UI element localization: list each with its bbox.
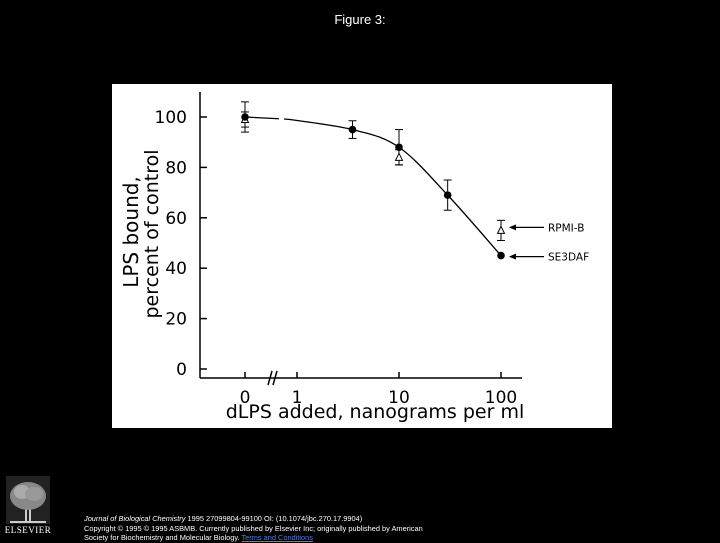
y-tick-label: 0 — [176, 360, 187, 380]
data-point-se3daf — [241, 113, 249, 121]
x-tick-label: 100 — [485, 388, 517, 408]
chart-panel: 0 20 40 60 80 100 0 1 10 100 dLPS added, nanograms… — [112, 84, 612, 428]
data-point-rpmi — [394, 152, 404, 161]
citation-line-3: Society for Biochemistry and Molecular B… — [84, 533, 684, 543]
series-label-se3daf: SE3DAF — [548, 252, 589, 264]
y-tick-label: 100 — [155, 108, 187, 128]
x-tick-label: 1 — [292, 388, 303, 408]
data-point-rpmi — [496, 225, 506, 234]
elsevier-logo-text: ELSEVIER — [4, 525, 52, 535]
series-curve-se3daf — [289, 118, 502, 257]
x-tick-label: 0 — [240, 388, 251, 408]
y-axis-label-line2: percent of control — [141, 149, 163, 318]
elsevier-tree-logo — [6, 476, 50, 524]
series-label-rpmi: RPMI-B — [548, 222, 584, 234]
data-point-se3daf — [395, 143, 403, 152]
citation-block: Journal of Biological Chemistry 1995 270… — [84, 514, 684, 543]
x-tick-label: 10 — [388, 388, 410, 408]
x-axis-break-mark — [267, 370, 273, 386]
copyright-line: Copyright © 1995 © 1995 ASBMB. Currently… — [84, 523, 423, 533]
series-line-segment — [283, 118, 291, 121]
arrow-head-se3daf — [509, 253, 516, 260]
y-tick-label: 80 — [165, 158, 187, 178]
citation-ref: 1995 27099804-99100 OI: (10.1074/jbc.270… — [185, 514, 363, 523]
journal-name: Journal of Biological Chemistry — [84, 514, 186, 523]
series-line-segment — [244, 116, 280, 120]
x-axis-label: dLPS added, nanograms per ml — [226, 401, 525, 423]
data-point-se3daf — [348, 125, 357, 134]
y-tick-label: 20 — [165, 310, 187, 330]
y-tick-label: 60 — [165, 209, 187, 229]
y-tick-label: 40 — [165, 259, 187, 279]
terms-link[interactable]: Terms and Conditions — [241, 533, 313, 542]
data-point-se3daf — [497, 251, 505, 260]
citation-line-1: Journal of Biological Chemistry 1995 270… — [84, 514, 684, 524]
society-text: Society for Biochemistry and Molecular B… — [84, 533, 240, 542]
figure-title: Figure 3: — [334, 12, 386, 27]
x-axis-break-mark — [272, 370, 278, 386]
data-point-se3daf — [443, 191, 452, 199]
y-axis-label-line1: LPS bound, — [119, 176, 143, 288]
arrow-head-rpmi — [509, 224, 516, 231]
